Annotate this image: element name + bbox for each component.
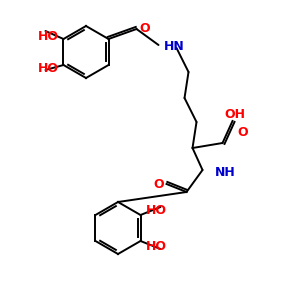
Text: HN: HN	[164, 40, 184, 52]
Text: HO: HO	[38, 29, 58, 43]
Text: HO: HO	[146, 239, 167, 253]
Text: O: O	[139, 22, 150, 35]
Text: O: O	[237, 127, 248, 140]
Text: HO: HO	[38, 61, 58, 74]
Text: O: O	[153, 178, 164, 190]
Text: OH: OH	[224, 107, 245, 121]
Text: HO: HO	[146, 203, 167, 217]
Text: NH: NH	[214, 166, 235, 178]
